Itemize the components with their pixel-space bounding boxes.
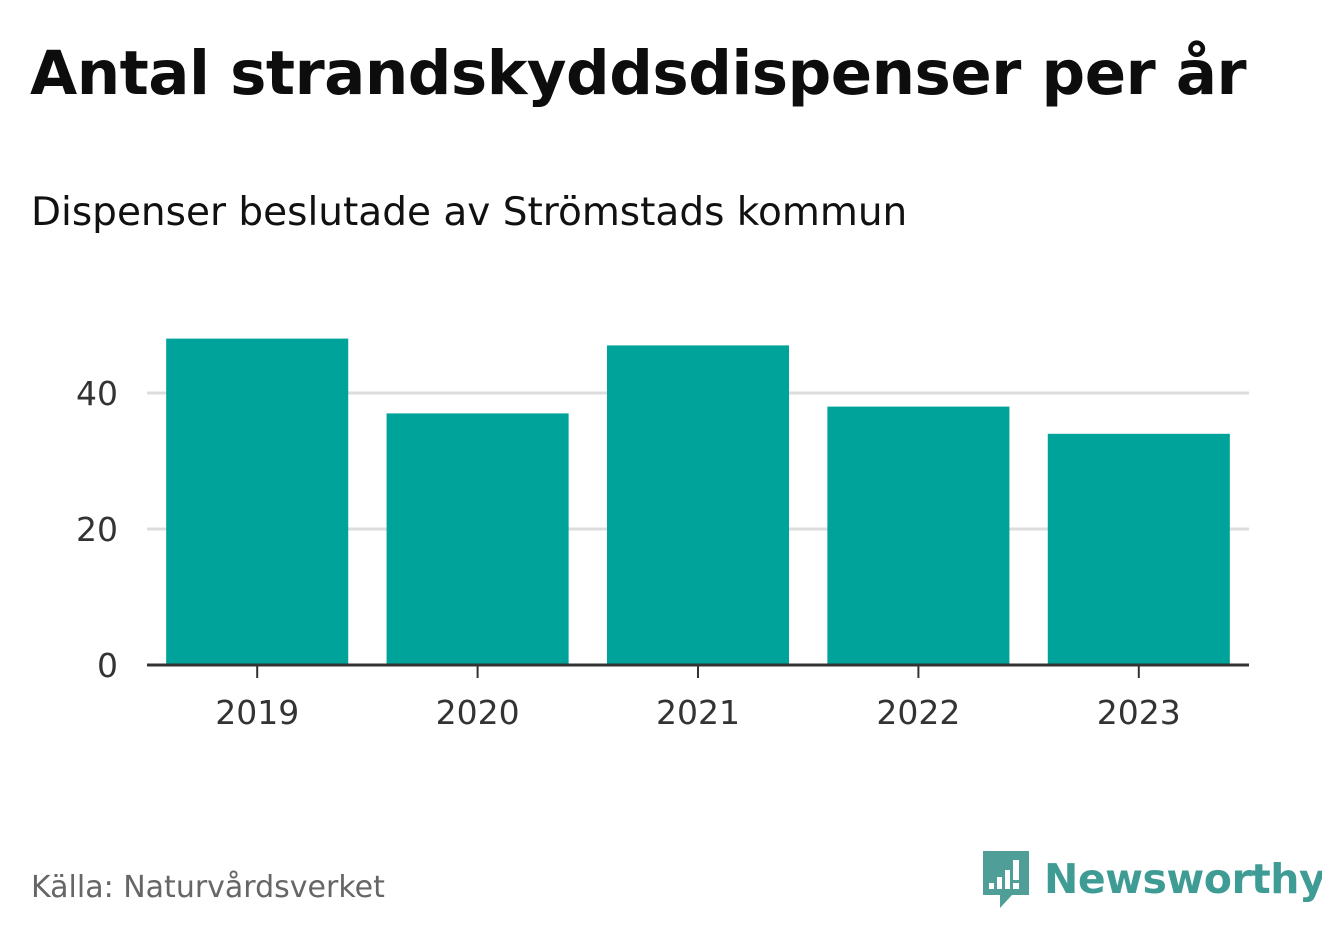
axes: 0 20 40 2019 2020 2021 2022 2023 [76,374,1249,732]
x-tick-label-2022: 2022 [876,693,960,732]
x-tick-label-2020: 2020 [436,693,520,732]
chart-subtitle: Dispenser beslutade av Strömstads kommun [31,190,908,235]
bar-2020 [386,413,569,665]
brand-name: Newsworthy [1044,855,1322,903]
brand-logo: Newsworthy [980,848,1322,910]
x-tick-label-2023: 2023 [1097,693,1181,732]
bar-2022 [827,406,1010,665]
bar-2023 [1047,433,1230,665]
x-tick-label-2019: 2019 [215,693,299,732]
bars [166,338,1230,665]
y-tick-label-20: 20 [76,510,118,549]
bar-2019 [166,338,349,665]
newsworthy-chart-bubble-icon [983,851,1029,908]
y-tick-label-0: 0 [97,646,118,685]
bar-chart: 0 20 40 2019 2020 2021 2022 2023 [76,338,1249,732]
x-tick-label-2021: 2021 [656,693,740,732]
y-tick-label-40: 40 [76,374,118,413]
bar-2021 [606,345,790,665]
source-note: Källa: Naturvårdsverket [31,870,385,905]
chart-title: Antal strandskyddsdispenser per år [30,38,1247,109]
